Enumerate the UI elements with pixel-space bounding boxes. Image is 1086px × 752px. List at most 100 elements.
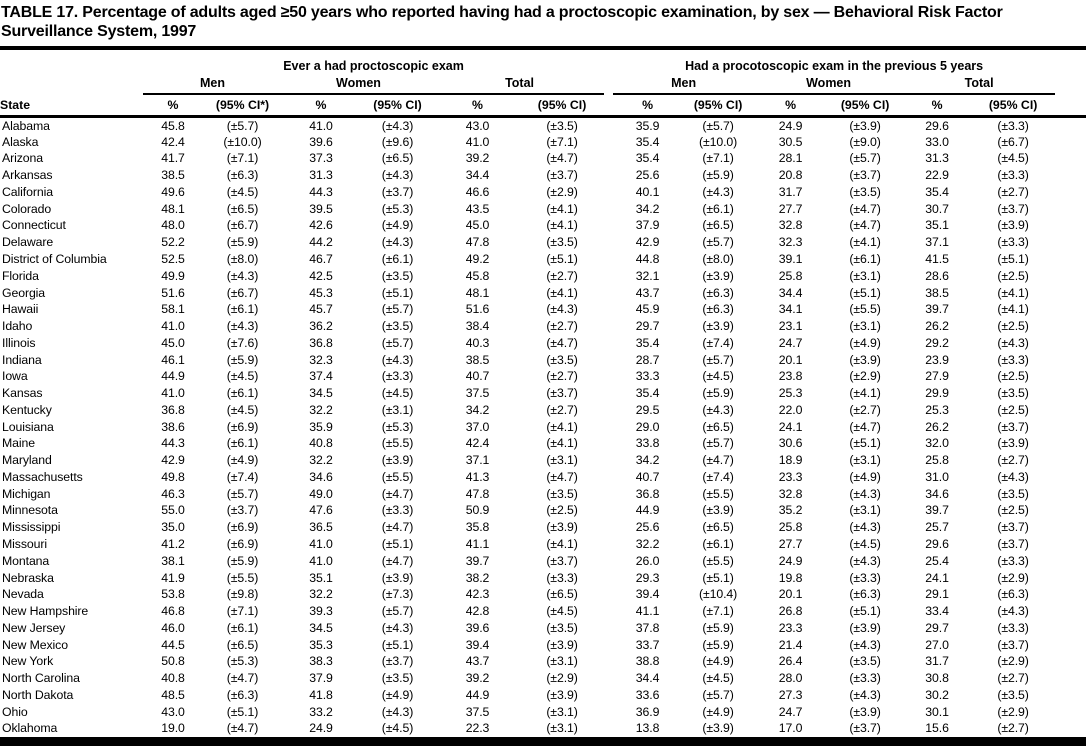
percent-cell: 38.1 — [161, 553, 185, 568]
column-gap — [604, 94, 614, 118]
ci-cell: (±7.1) — [226, 604, 259, 619]
percent-cell: 24.7 — [778, 335, 803, 350]
percent-cell: 34.4 — [778, 285, 803, 300]
percent-cell: 37.5 — [465, 386, 490, 401]
ci-cell: (±4.9) — [381, 218, 414, 233]
ci-cell: (±5.1) — [702, 570, 734, 585]
ci-cell: (±4.3) — [997, 469, 1029, 484]
state-cell: Alabama — [2, 118, 50, 133]
ci-cell: (±5.5) — [849, 302, 881, 317]
percent-cell: 40.8 — [161, 671, 185, 686]
ci-cell: (±3.9) — [546, 520, 578, 535]
ci-cell: (±4.3) — [226, 268, 259, 283]
ci-cell: (±3.5) — [546, 620, 578, 635]
right-pad — [1055, 385, 1086, 402]
percent-cell: 43.0 — [161, 704, 185, 719]
proctoscopic-exam-table: Ever a had proctoscopic exam Had a proco… — [0, 50, 1086, 737]
percent-cell: 32.2 — [309, 402, 333, 417]
percent-cell: 29.7 — [635, 319, 660, 334]
ci-cell: (±5.1) — [997, 252, 1029, 266]
ci-cell: (±2.7) — [546, 268, 578, 283]
ci-cell: (±3.5) — [381, 671, 414, 686]
ci-cell: (±3.5) — [997, 386, 1029, 401]
column-gap — [604, 167, 613, 184]
ci-cell: (±4.5) — [381, 386, 414, 401]
percent-cell: 38.8 — [635, 654, 660, 669]
column-gap — [604, 485, 613, 502]
percent-cell: 25.8 — [778, 520, 803, 535]
percent-header: % — [282, 94, 360, 118]
ci-cell: (±4.5) — [381, 721, 414, 736]
percent-cell: 41.0 — [161, 319, 185, 334]
percent-cell: 47.8 — [465, 235, 490, 250]
state-cell: California — [2, 184, 53, 199]
ci-cell: (±5.7) — [702, 687, 734, 702]
state-cell: New York — [2, 654, 54, 669]
right-pad — [1055, 267, 1086, 284]
percent-cell: 26.0 — [635, 553, 660, 568]
ci-cell: (±3.7) — [849, 721, 881, 736]
column-gap — [604, 267, 613, 284]
percent-cell: 34.2 — [465, 402, 490, 417]
ci-cell: (±6.5) — [226, 637, 259, 652]
percent-cell: 34.1 — [778, 302, 803, 317]
table-row: Louisiana 38.6 (±6.9) 35.9 (±5.3) 37.0 (±4.1) 2… — [0, 418, 1086, 435]
percent-cell: 20.1 — [778, 587, 803, 602]
table-row: New Hampshire 46.8 (±7.1) 39.3 (±5.7) 42.8 (±4… — [0, 603, 1086, 620]
state-cell: Hawaii — [2, 302, 39, 317]
state-cell: Montana — [2, 553, 50, 568]
percent-cell: 15.6 — [925, 721, 949, 736]
right-pad — [1055, 200, 1086, 217]
percent-cell: 32.3 — [778, 235, 803, 250]
column-gap — [604, 586, 613, 603]
percent-cell: 13.8 — [635, 721, 660, 736]
ci-cell: (±3.3) — [997, 620, 1029, 635]
percent-cell: 43.7 — [465, 654, 490, 669]
table-row: New York 50.8 (±5.3) 38.3 (±3.7) 43.7 (±3.1) 38… — [0, 653, 1086, 670]
percent-cell: 29.6 — [925, 118, 949, 133]
percent-cell: 25.6 — [635, 520, 660, 535]
table-header: Ever a had proctoscopic exam Had a proco… — [0, 50, 1086, 118]
sex-header-women: Women — [754, 76, 904, 95]
column-gap — [604, 552, 613, 569]
percent-cell: 39.7 — [925, 503, 949, 518]
bottom-rule — [0, 736, 1086, 746]
ci-cell: (±5.1) — [849, 285, 881, 300]
ci-cell: (±2.9) — [997, 654, 1029, 669]
percent-cell: 44.8 — [635, 252, 660, 266]
column-gap — [604, 234, 613, 251]
right-pad — [1055, 536, 1086, 553]
ci-cell: (±6.1) — [702, 537, 734, 552]
column-gap — [604, 418, 613, 435]
column-gap — [604, 368, 613, 385]
ci-cell: (±5.7) — [381, 335, 414, 350]
state-cell: North Carolina — [2, 671, 80, 686]
percent-cell: 46.0 — [161, 620, 185, 635]
percent-cell: 45.9 — [635, 302, 660, 317]
state-cell: Oklahoma — [2, 721, 58, 736]
ci-cell: (±3.1) — [546, 453, 578, 468]
ci-cell: (±9.6) — [381, 134, 414, 149]
percent-cell: 30.5 — [778, 134, 803, 149]
sex-header-men: Men — [143, 76, 282, 95]
percent-cell: 38.4 — [465, 319, 490, 334]
ci-cell: (±3.3) — [381, 503, 414, 518]
ci-cell: (±3.7) — [381, 654, 414, 669]
ci-cell: (±3.3) — [849, 570, 881, 585]
percent-cell: 37.3 — [309, 151, 333, 166]
ci-cell: (±7.1) — [226, 151, 259, 166]
percent-cell: 34.2 — [635, 201, 660, 216]
ci-cell: (±4.3) — [997, 604, 1029, 619]
ci-cell: (±4.3) — [381, 620, 414, 635]
ci-cell: (±6.3) — [997, 587, 1029, 602]
percent-cell: 19.0 — [161, 721, 185, 736]
percent-cell: 24.9 — [309, 721, 333, 736]
ci-cell: (±3.9) — [997, 218, 1029, 233]
column-gap — [604, 636, 613, 653]
percent-cell: 40.3 — [465, 335, 490, 350]
state-cell: Delaware — [2, 235, 54, 250]
percent-cell: 28.0 — [778, 671, 803, 686]
percent-cell: 35.0 — [161, 520, 185, 535]
empty-cell — [0, 76, 143, 94]
